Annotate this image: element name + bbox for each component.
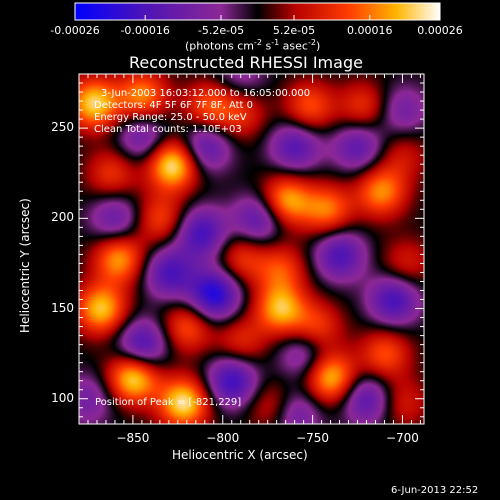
x-axis-ticks bbox=[87, 74, 421, 424]
x-tick-label: −750 bbox=[296, 431, 330, 445]
annotation-peak-position: Position of Peak = [-821,229] bbox=[95, 397, 242, 408]
colorbar-tick-label: -5.2e-05 bbox=[197, 24, 245, 37]
y-tick-label: 100 bbox=[51, 390, 74, 405]
y-axis-label: Heliocentric Y (arcsec) bbox=[18, 198, 32, 333]
colorbar-gradient bbox=[74, 2, 441, 21]
x-tick-label: −850 bbox=[116, 431, 150, 445]
colorbar-tick-label: 0.00026 bbox=[417, 24, 463, 37]
annotation-time-range: 3-Jun-2003 16:03:12.000 to 16:05:00.000 bbox=[101, 88, 311, 99]
annotation-clean: Clean Total counts: 1.10E+03 bbox=[94, 124, 242, 135]
x-tick-label: −800 bbox=[206, 431, 240, 445]
colorbar bbox=[74, 2, 441, 21]
chart-title: Reconstructed RHESSI Image bbox=[129, 53, 363, 72]
plot-frame bbox=[78, 73, 425, 425]
colorbar-tick-label: -0.00026 bbox=[50, 24, 100, 37]
colorbar-tick-label: -0.00016 bbox=[120, 24, 170, 37]
y-tick-label: 150 bbox=[51, 300, 74, 315]
annotation-detectors: Detectors: 4F 5F 6F 7F 8F, Att 0 bbox=[94, 100, 254, 111]
heatmap-image bbox=[79, 74, 424, 424]
annotation-energy: Energy Range: 25.0 - 50.0 keV bbox=[94, 112, 247, 123]
plot-timestamp: 6-Jun-2013 22:52 bbox=[391, 485, 479, 496]
y-tick-label: 200 bbox=[51, 210, 74, 225]
colorbar-tick-label: 5.2e-05 bbox=[272, 24, 316, 37]
x-tick-label: −700 bbox=[385, 431, 419, 445]
colorbar-ticks bbox=[74, 15, 441, 20]
y-axis-ticks bbox=[79, 73, 424, 418]
x-axis-label: Heliocentric X (arcsec) bbox=[172, 448, 308, 462]
y-tick-label: 250 bbox=[51, 120, 74, 135]
colorbar-tick-label: 0.00016 bbox=[347, 24, 393, 37]
colorbar-unit-label: (photons cm-2 s-1 asec-2) bbox=[185, 38, 321, 53]
